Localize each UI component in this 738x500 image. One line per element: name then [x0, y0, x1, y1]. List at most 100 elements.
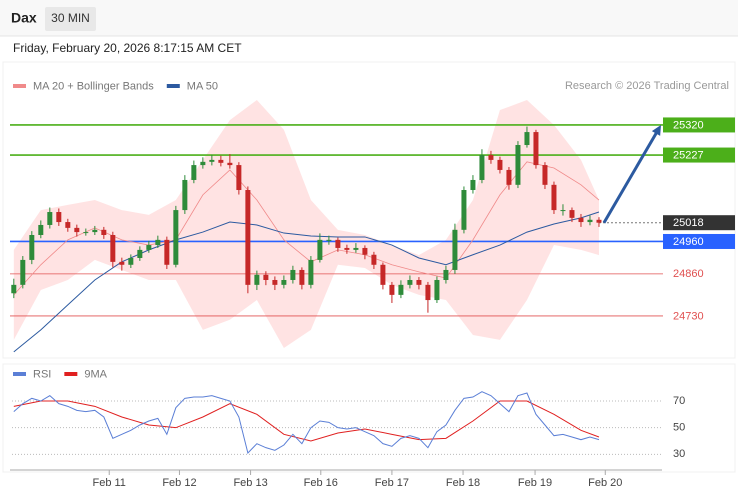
level-label-box — [663, 215, 735, 231]
instrument: Dax — [11, 10, 37, 26]
level-label: 25320 — [673, 119, 704, 131]
candle-body — [146, 245, 152, 250]
candle-body — [344, 247, 350, 250]
candle-body — [254, 274, 260, 285]
candle-body — [47, 212, 53, 225]
candle-body — [290, 269, 296, 280]
candle-body — [488, 155, 494, 160]
x-tick-label: Feb 11 — [93, 477, 126, 489]
candle-body — [92, 229, 98, 233]
candle-body — [461, 190, 467, 230]
legend-swatch — [13, 84, 26, 88]
candle-body — [218, 159, 224, 163]
legend-label: RSI — [33, 368, 51, 380]
ma-line — [13, 211, 600, 353]
x-tick-label: Feb 17 — [375, 477, 409, 489]
candle-body — [20, 259, 26, 285]
candle-body — [191, 165, 197, 180]
candle-body — [173, 210, 179, 265]
candle-body — [128, 257, 134, 265]
indicator-line — [13, 391, 600, 454]
candle-body — [596, 219, 602, 223]
credit: Research © 2026 Trading Central — [565, 80, 729, 92]
candle-body — [308, 259, 314, 285]
candle-body — [83, 232, 89, 234]
rsi-panel — [2, 363, 736, 473]
candle-body — [560, 210, 566, 212]
header-bar — [0, 0, 738, 36]
y-tick-label: 70 — [673, 395, 685, 407]
candle-body — [407, 279, 413, 285]
candle-body — [326, 239, 332, 241]
y-tick-label: 30 — [673, 448, 685, 460]
bollinger-band — [13, 100, 599, 348]
candle-body — [317, 239, 323, 260]
candle-body — [155, 239, 161, 246]
candle-body — [389, 284, 395, 295]
candle-body — [29, 235, 35, 260]
x-tick-label: Feb 18 — [446, 477, 480, 489]
candle-body — [101, 229, 107, 235]
projection-arrow — [602, 130, 659, 224]
legend-swatch — [64, 372, 78, 376]
level-label-box — [663, 147, 735, 163]
candle-body — [236, 165, 242, 191]
indicator-line — [13, 400, 600, 442]
candle-body — [506, 169, 512, 185]
candle-body — [416, 279, 422, 285]
candle-body — [74, 227, 80, 233]
x-tick-label: Feb 19 — [518, 477, 552, 489]
x-tick-label: Feb 20 — [588, 477, 622, 489]
level-label: 25227 — [673, 149, 704, 161]
candle-body — [398, 284, 404, 295]
candle-body — [533, 132, 539, 166]
candle-body — [200, 161, 206, 166]
candle-body — [38, 224, 44, 235]
level-label: 24860 — [673, 268, 704, 280]
candle-body — [434, 279, 440, 301]
candle-body — [65, 222, 71, 228]
interval-label[interactable]: 30 MIN — [51, 11, 90, 25]
candle-body — [227, 162, 233, 166]
candle-body — [551, 184, 557, 211]
x-tick-label: Feb 13 — [233, 477, 267, 489]
legend-label: 9MA — [84, 368, 107, 380]
candle-body — [110, 235, 116, 262]
timestamp: Friday, February 20, 2026 8:17:15 AM CET — [13, 41, 242, 55]
candle-body — [299, 269, 305, 285]
candle-body — [182, 179, 188, 211]
main-panel — [2, 61, 736, 359]
candle-body — [137, 249, 143, 258]
candle-body — [11, 284, 17, 294]
candle-body — [371, 254, 377, 265]
level-label: 24960 — [673, 236, 704, 248]
candle-body — [452, 229, 458, 270]
level-label-box — [663, 233, 735, 249]
candle-body — [542, 165, 548, 185]
candle-body — [569, 210, 575, 218]
candle-body — [263, 274, 269, 280]
candle-body — [524, 132, 530, 146]
x-tick-label: Feb 12 — [162, 477, 196, 489]
candle-body — [272, 279, 278, 285]
arrow-head — [651, 124, 661, 136]
candle-body — [362, 247, 368, 255]
legend-swatch — [13, 372, 26, 376]
candle-body — [164, 239, 170, 265]
candle-body — [425, 284, 431, 301]
candle-body — [443, 269, 449, 280]
level-label: 25018 — [673, 217, 704, 229]
candle-body — [245, 190, 251, 285]
candle-body — [353, 247, 359, 250]
candle-body — [335, 239, 341, 248]
interval-button[interactable] — [45, 7, 96, 31]
level-label-box — [663, 117, 735, 133]
candle-body — [209, 159, 215, 162]
x-tick-label: Feb 16 — [304, 477, 338, 489]
candle-body — [587, 219, 593, 223]
legend-swatch — [166, 84, 180, 88]
candle-body — [479, 155, 485, 180]
candle-body — [497, 159, 503, 170]
